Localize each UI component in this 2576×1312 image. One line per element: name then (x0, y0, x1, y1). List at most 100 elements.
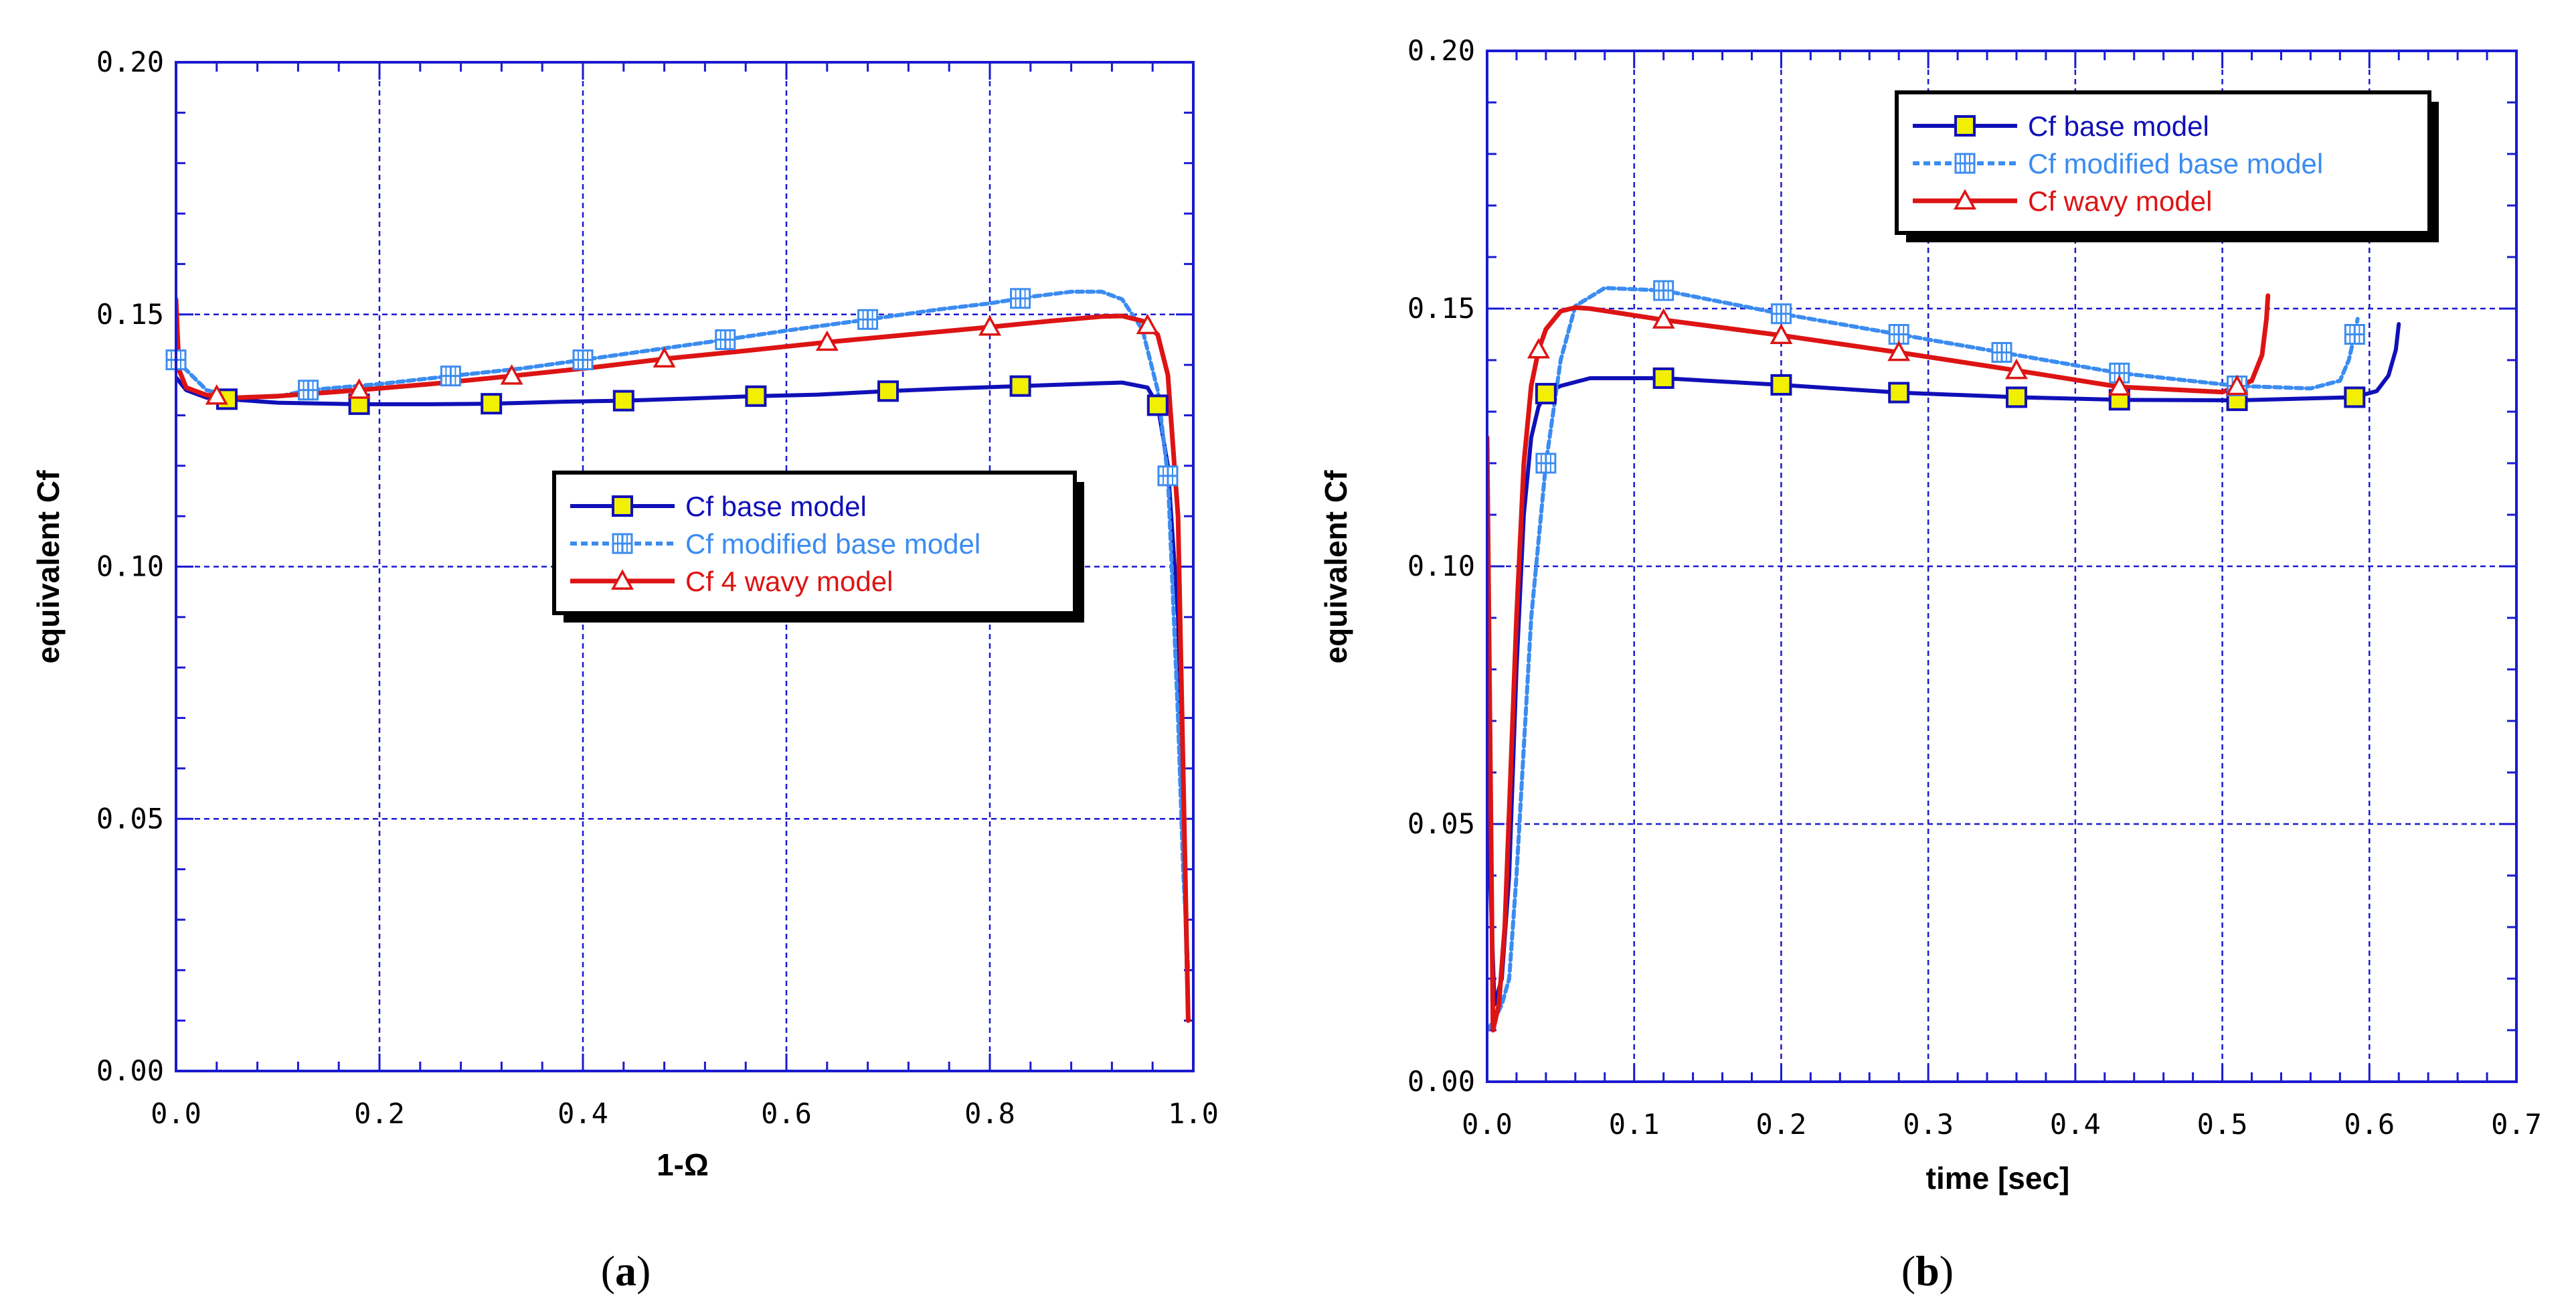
chart-b-legend-label-wavy: Cf wavy model (2028, 185, 2212, 217)
caption-b-close: ) (1940, 1247, 1954, 1295)
chart-a-y-tick-label: 0.10 (96, 550, 164, 583)
chart-b-series-wavy-marker (2108, 375, 2131, 396)
chart-a-series-modified-marker (1157, 465, 1179, 487)
chart-a-series-modified-marker (298, 380, 319, 401)
chart-b: 0.000.050.100.150.20 0.0 0.1 0.2 0.3 0.4 0.5 0… (1318, 34, 2542, 1196)
chart-b-x-axis-title: time [sec] (1926, 1161, 2070, 1196)
chart-b-legend-label-modified: Cf modified base model (2028, 148, 2323, 179)
caption-b-open: ( (1901, 1247, 1915, 1295)
chart-b-series-modified-marker (1535, 453, 1557, 474)
chart-a-legend-entry-wavy: Cf 4 wavy model (570, 566, 893, 597)
chart-b-series-base-marker (2344, 386, 2366, 408)
chart-b-y-axis-title: equivalent Cf (1318, 470, 1353, 664)
chart-b-series-wavy-marker (1770, 323, 1793, 344)
chart-a-x-tick-label: 0.2 (354, 1097, 405, 1130)
chart-a-series-wavy-marker (347, 378, 371, 399)
chart-b-x-tick-label: 0.6 (2344, 1108, 2395, 1141)
chart-a-series-base-marker (1009, 375, 1031, 397)
chart-b-series-base-marker (1535, 383, 1557, 405)
chart-b-legend-items: Cf base model Cf modified base model Cf wa… (1913, 110, 2323, 217)
chart-a-x-tick-label: 0.8 (964, 1097, 1015, 1130)
chart-a-legend-marker-wavy (611, 569, 634, 590)
chart-a-series-modified-marker (857, 309, 879, 330)
chart-a-series-wavy-marker (653, 347, 676, 368)
chart-b-series-modified-marker (2344, 324, 2365, 345)
chart-b-legend-box (1895, 90, 2431, 235)
caption-a-close: ) (636, 1247, 651, 1295)
chart-a-series-base-marker (1146, 394, 1169, 416)
chart-a-legend-entry-modified: Cf modified base model (570, 528, 980, 560)
chart-a-frame (175, 61, 1195, 1072)
chart-b-frame (1486, 50, 2518, 1083)
chart-b-x-tick-labels: 0.0 0.1 0.2 0.3 0.4 0.5 0.6 0.7 (1462, 1108, 2542, 1141)
chart-b-y-tick-label: 0.00 (1407, 1065, 1475, 1098)
chart-a-x-tick-labels: 0.0 0.2 0.4 0.6 0.8 1.0 (151, 1097, 1219, 1130)
chart-a-legend-label-base: Cf base model (685, 491, 867, 522)
chart-b-series-modified-marker (1888, 324, 1909, 345)
chart-b-series-base-marker (1652, 367, 1675, 389)
chart-a-legend-label-wavy: Cf 4 wavy model (685, 566, 893, 597)
chart-a-x-tick-label: 0.4 (557, 1097, 608, 1130)
chart-a-series-wavy-marker (205, 384, 228, 405)
chart-a-y-tick-label: 0.05 (96, 802, 164, 835)
caption-a: (a) (601, 1247, 651, 1295)
caption-a-letter: a (615, 1247, 636, 1295)
chart-a-x-tick-label: 1.0 (1168, 1097, 1219, 1130)
chart-b-series-wavy-marker (1887, 340, 1911, 361)
caption-a-open: ( (601, 1247, 615, 1295)
chart-b-legend-entry-wavy: Cf wavy model (1913, 185, 2212, 217)
chart-a-legend-items: Cf base model Cf modified base model Cf 4 … (570, 491, 980, 597)
caption-b-letter: b (1915, 1247, 1940, 1295)
chart-a-legend-marker-modified (612, 533, 633, 554)
chart-a-series-modified-marker (1010, 288, 1031, 309)
chart-b-x-tick-label: 0.7 (2491, 1108, 2542, 1141)
chart-b-y-tick-label: 0.20 (1407, 34, 1475, 67)
chart-b-y-tick-label: 0.05 (1407, 807, 1475, 840)
chart-b-x-tick-label: 0.3 (1903, 1108, 1954, 1141)
chart-a-y-tick-label: 0.20 (96, 46, 164, 78)
chart-b-y-tick-label: 0.10 (1407, 550, 1475, 582)
chart-b-x-tick-label: 0.2 (1755, 1108, 1806, 1141)
chart-a-series-base-marker (877, 380, 899, 402)
chart-a-legend-marker-base (612, 495, 633, 517)
chart-a-markers (165, 288, 1179, 487)
chart-b-y-tick-labels: 0.00 0.05 0.10 0.15 0.20 (1407, 34, 1475, 1098)
chart-a-y-tick-label: 0.15 (96, 298, 164, 331)
chart-a-legend: Cf base model Cf modified base model Cf 4 … (552, 471, 1084, 623)
chart-b-x-tick-label: 0.0 (1462, 1108, 1513, 1141)
chart-a-series-wavy-marker (978, 315, 1001, 336)
chart-a-y-tick-label: 0.00 (96, 1054, 164, 1087)
chart-a: 0.000.050.100.150.20 0.0 0.2 0.4 0.6 0.8 1.0 … (31, 46, 1219, 1182)
chart-b-legend-entry-modified: Cf modified base model (1913, 148, 2323, 179)
chart-a-series-base-marker (481, 393, 503, 415)
chart-b-series-wavy-marker (2225, 374, 2249, 396)
chart-b-series-wavy-marker (1527, 337, 1550, 359)
chart-a-y-tick-labels: 0.00 0.05 0.10 0.15 0.20 (96, 46, 164, 1087)
chart-a-series-modified-marker (572, 349, 594, 371)
chart-a-legend-entry-base: Cf base model (570, 491, 867, 522)
chart-b-legend-entry-base: Cf base model (1913, 110, 2209, 142)
chart-b-series-base-marker (2005, 386, 2027, 408)
chart-b-legend-label-base: Cf base model (2028, 110, 2209, 142)
chart-b-legend-marker-base (1954, 115, 1976, 137)
chart-b-series-modified-marker (1770, 303, 1792, 325)
chart-b-legend-marker-wavy (1954, 189, 1976, 210)
chart-a-series-wavy-marker (1136, 313, 1159, 335)
chart-b-series-base-marker (1888, 382, 1910, 404)
chart-a-series-base-marker (745, 385, 767, 407)
chart-a-y-axis-title: equivalent Cf (31, 470, 66, 664)
chart-a-legend-label-modified: Cf modified base model (685, 528, 980, 560)
chart-b-x-tick-label: 0.4 (2050, 1108, 2101, 1141)
chart-b-y-tick-label: 0.15 (1407, 292, 1475, 325)
chart-a-x-tick-label: 0.0 (151, 1097, 201, 1130)
chart-b-x-tick-label: 0.5 (2197, 1108, 2248, 1141)
chart-b-series-wavy-marker (1652, 308, 1675, 329)
chart-a-series-wavy-marker (815, 330, 839, 351)
chart-a-series-wavy-marker (500, 364, 523, 385)
chart-b-series-modified-marker (1653, 280, 1675, 301)
chart-b-series-wavy-marker (2004, 358, 2028, 380)
chart-b-legend: Cf base model Cf modified base model Cf wa… (1895, 90, 2439, 242)
chart-a-series-modified-marker (440, 365, 461, 387)
caption-b: (b) (1901, 1247, 1954, 1295)
